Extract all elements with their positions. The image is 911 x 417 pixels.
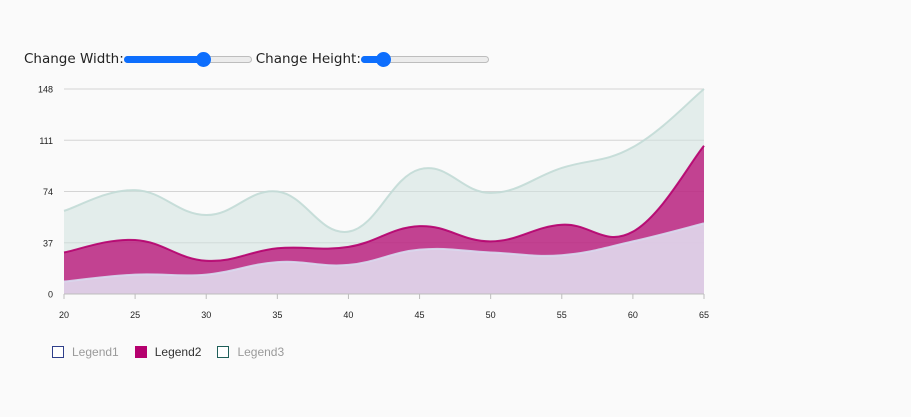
legend-swatch <box>217 346 230 358</box>
x-tick-label: 30 <box>201 310 211 320</box>
legend-item-legend2[interactable]: Legend2 <box>134 345 202 359</box>
x-tick-label: 55 <box>557 310 567 320</box>
change-width-label: Change Width: <box>24 51 124 67</box>
size-controls: Change Width: Change Height: <box>24 50 493 68</box>
width-slider-fill <box>123 56 203 63</box>
legend1-area <box>64 223 704 294</box>
x-tick-label: 20 <box>59 310 69 320</box>
width-slider-thumb[interactable] <box>195 52 211 67</box>
legend-label: Legend2 <box>154 345 202 359</box>
x-tick-label: 45 <box>415 310 425 320</box>
x-tick-label: 50 <box>486 310 496 320</box>
legend-item-legend3[interactable]: Legend3 <box>217 345 284 359</box>
chart-legend: Legend1 Legend2 Legend3 <box>52 345 300 359</box>
y-tick-label: 37 <box>43 238 53 248</box>
x-tick-label: 25 <box>130 310 140 320</box>
legend1-line <box>63 222 705 283</box>
x-tick-label: 40 <box>343 310 353 320</box>
legend-label: Legend3 <box>237 345 285 359</box>
height-slider-thumb[interactable] <box>375 52 391 67</box>
y-tick-label: 111 <box>39 136 53 146</box>
legend3-line <box>63 88 705 233</box>
legend-swatch <box>134 346 147 358</box>
x-tick-label: 60 <box>628 310 638 320</box>
legend-swatch <box>52 346 64 358</box>
legend-item-legend1[interactable]: Legend1 <box>52 345 119 359</box>
x-tick-label: 35 <box>272 310 282 320</box>
change-height-label: Change Height: <box>255 51 361 67</box>
x-tick-label: 65 <box>699 310 709 320</box>
height-slider[interactable] <box>360 50 489 68</box>
width-slider[interactable] <box>123 50 252 68</box>
y-tick-label: 74 <box>43 187 53 197</box>
height-slider-fill <box>360 56 383 63</box>
y-tick-label: 0 <box>48 290 53 300</box>
legend2-line <box>63 145 705 262</box>
y-tick-label: 148 <box>38 85 53 95</box>
legend-label: Legend1 <box>72 345 119 359</box>
